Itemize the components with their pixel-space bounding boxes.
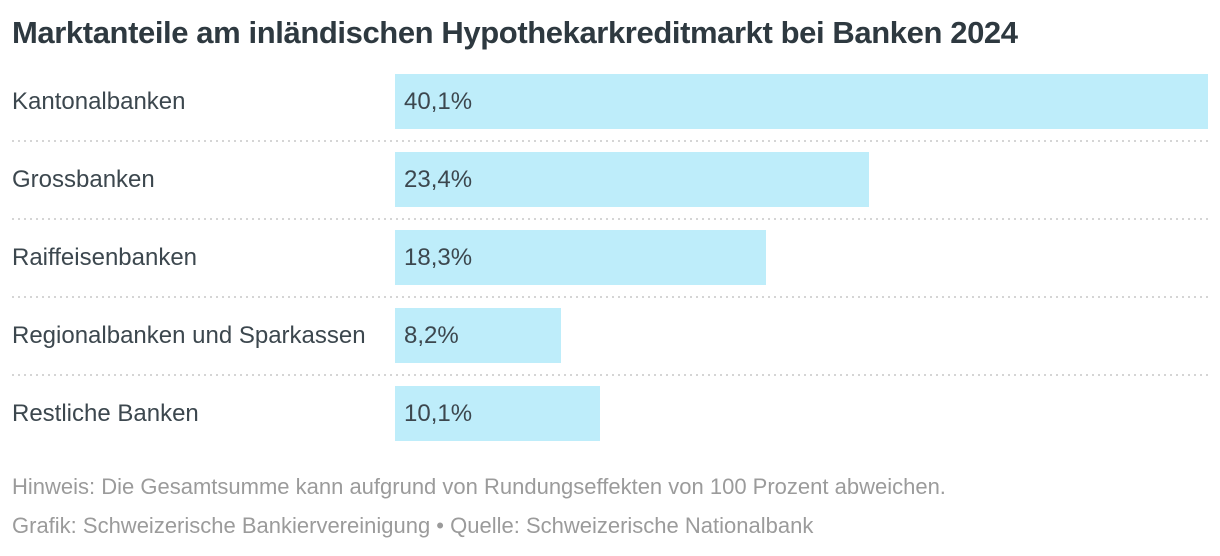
bar: 40,1% [395,74,1208,130]
bar-track: 10,1% [395,386,1208,442]
bar-value-label: 10,1% [404,399,473,427]
row-separator [12,374,1208,377]
row-label: Kantonalbanken [12,87,186,115]
chart-footer: Hinweis: Die Gesamtsumme kann aufgrund v… [12,473,1208,539]
row-label: Regionalbanken und Sparkassen [12,321,366,349]
infographic: Marktanteile am inländischen Hypothekark… [0,13,1220,539]
bar-chart: Kantonalbanken 40,1% Grossbanken 23,4% R… [12,74,1208,442]
bar-track: 23,4% [395,152,1208,208]
bar: 8,2% [395,308,562,364]
bar: 10,1% [395,386,600,442]
chart-row: Kantonalbanken 40,1% [12,74,1208,130]
bar-value-label: 8,2% [404,321,459,349]
bar-value-label: 23,4% [404,165,473,193]
bar: 23,4% [395,152,870,208]
bar-value-label: 18,3% [404,243,473,271]
chart-title: Marktanteile am inländischen Hypothekark… [12,15,1018,50]
row-label: Raiffeisenbanken [12,243,198,271]
row-label: Grossbanken [12,165,155,193]
row-separator [12,296,1208,299]
row-label: Restliche Banken [12,399,199,427]
chart-row: Regionalbanken und Sparkassen 8,2% [12,308,1208,364]
chart-row: Grossbanken 23,4% [12,152,1208,208]
row-separator [12,218,1208,221]
chart-row: Restliche Banken 10,1% [12,386,1208,442]
bar-track: 40,1% [395,74,1208,130]
source-credit: Grafik: Schweizerische Bankiervereinigun… [12,512,814,538]
bar-track: 18,3% [395,230,1208,286]
bar: 18,3% [395,230,767,286]
bar-value-label: 40,1% [404,87,473,115]
bar-track: 8,2% [395,308,1208,364]
chart-row: Raiffeisenbanken 18,3% [12,230,1208,286]
rounding-note: Hinweis: Die Gesamtsumme kann aufgrund v… [12,474,946,500]
row-separator [12,140,1208,143]
